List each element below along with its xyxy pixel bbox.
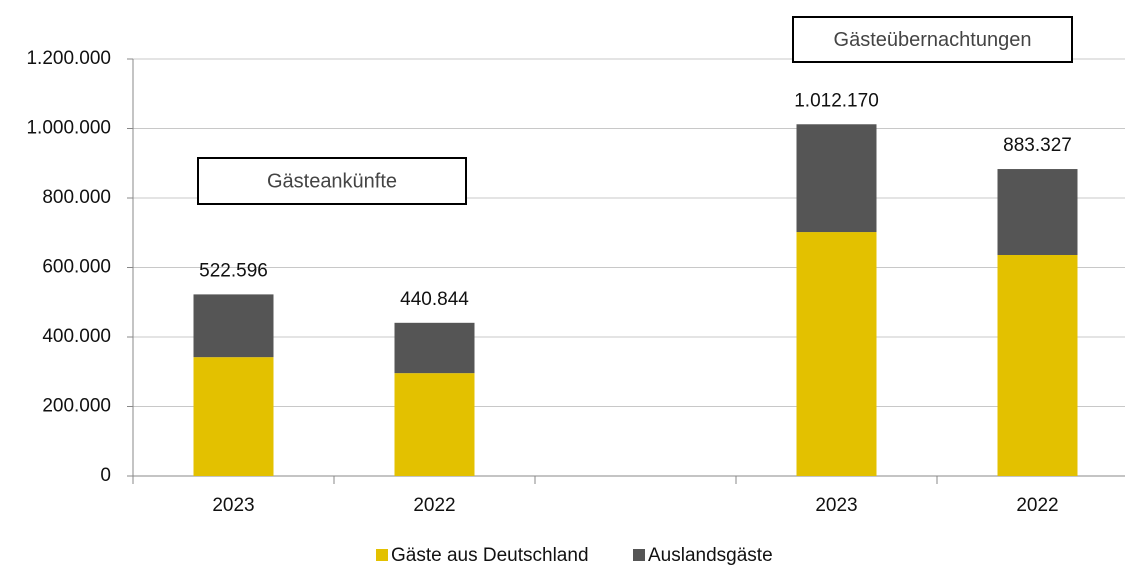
total-label: 883.327: [1003, 135, 1072, 156]
annotation-box: [792, 16, 1073, 63]
total-label: 1.012.170: [794, 90, 879, 111]
bar-segment: [193, 294, 274, 358]
y-tick-label: 400.000: [42, 326, 111, 347]
y-tick-label: 800.000: [42, 187, 111, 208]
x-tick-label: 2022: [413, 495, 455, 516]
legend-label: Gäste aus Deutschland: [391, 545, 589, 566]
bar-segment: [796, 232, 877, 476]
bar-segment: [394, 322, 475, 374]
annotation-box: [197, 157, 467, 205]
y-tick-label: 0: [100, 465, 111, 486]
legend-swatch: [376, 549, 388, 561]
bar-segment: [394, 373, 475, 476]
y-tick-label: 200.000: [42, 396, 111, 417]
y-tick-label: 1.000.000: [26, 118, 111, 139]
x-tick-label: 2023: [212, 495, 254, 516]
bar-segment: [997, 169, 1078, 255]
annotation: Gästeübernachtungen: [834, 29, 1032, 51]
x-tick-label: 2023: [815, 495, 857, 516]
bar-segment: [997, 254, 1078, 476]
legend-swatch: [633, 549, 645, 561]
y-tick-label: 600.000: [42, 257, 111, 278]
total-label: 522.596: [199, 260, 268, 281]
legend-label: Auslandsgäste: [648, 545, 773, 566]
total-label: 440.844: [400, 289, 469, 310]
x-tick-label: 2022: [1016, 495, 1058, 516]
y-tick-label: 1.200.000: [26, 48, 111, 69]
annotation: Gästeankünfte: [267, 170, 397, 192]
bar-segment: [193, 357, 274, 476]
bar-segment: [796, 124, 877, 233]
